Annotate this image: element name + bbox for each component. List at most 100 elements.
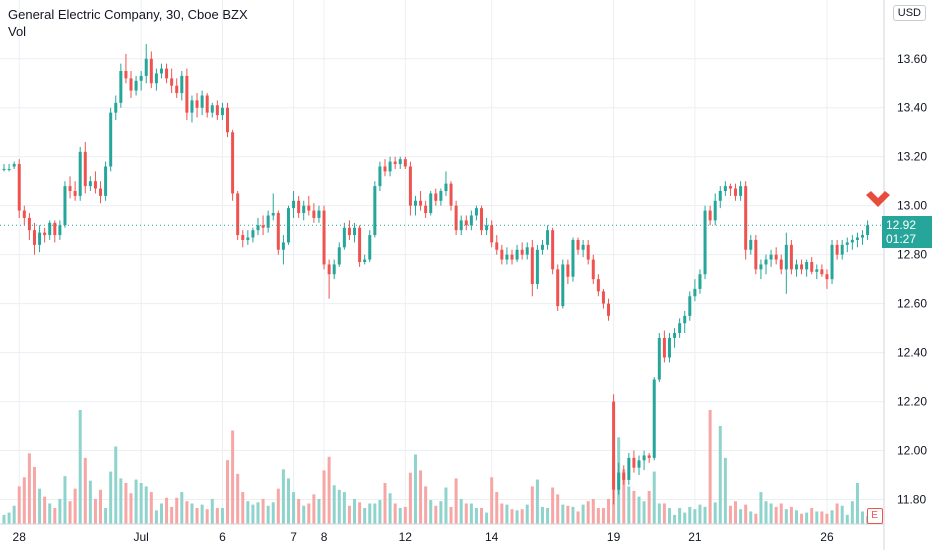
- candle: [43, 227, 47, 243]
- volume-bar: [408, 472, 412, 524]
- candle: [617, 462, 621, 495]
- candle: [581, 239, 585, 258]
- volume-bar: [170, 506, 174, 524]
- volume-bar: [358, 502, 362, 524]
- volume-bar: [93, 498, 97, 524]
- volume-bar: [464, 503, 468, 524]
- volume-bar: [7, 512, 11, 524]
- candle: [820, 264, 824, 277]
- candle: [281, 235, 285, 265]
- x-tick-label: 26: [820, 530, 834, 544]
- volume-bar: [337, 489, 341, 524]
- y-tick-label: 13.40: [897, 101, 927, 115]
- volume-bar: [835, 503, 839, 524]
- volume-bar: [734, 501, 738, 524]
- volume-bar: [327, 456, 331, 524]
- candle: [398, 156, 402, 169]
- candle: [251, 227, 255, 243]
- volume-bar: [830, 510, 834, 524]
- volume-bar: [596, 508, 600, 524]
- volume-bar: [683, 512, 687, 524]
- candle: [525, 242, 529, 260]
- candle: [256, 217, 260, 236]
- volume-bar: [779, 503, 783, 524]
- volume-bar: [495, 492, 499, 524]
- candle: [226, 102, 230, 138]
- volume-bar: [546, 508, 550, 524]
- volume-bar: [165, 497, 169, 524]
- x-tick-label: 21: [688, 530, 702, 544]
- candle: [93, 171, 97, 194]
- volume-bar: [368, 503, 372, 524]
- candle: [459, 215, 463, 236]
- candle: [480, 205, 484, 236]
- x-tick-label: 8: [321, 530, 328, 544]
- candle: [810, 257, 814, 275]
- candle: [627, 452, 631, 485]
- currency-selector[interactable]: USD: [892, 5, 926, 21]
- volume-bar: [861, 511, 865, 524]
- candle: [261, 215, 265, 236]
- volume-bar: [114, 446, 118, 524]
- volume-bar: [693, 509, 697, 524]
- candle: [378, 161, 382, 191]
- volume-bar: [632, 490, 636, 524]
- volume-bar: [708, 410, 712, 524]
- volume-bar: [2, 514, 6, 524]
- volume-bar: [505, 504, 509, 524]
- earnings-marker[interactable]: E: [866, 508, 883, 524]
- volume-bar: [439, 501, 443, 524]
- candle: [520, 242, 524, 260]
- candle: [53, 220, 57, 243]
- candle: [642, 450, 646, 471]
- candle: [861, 230, 865, 245]
- volume-bar: [581, 504, 585, 524]
- candle: [302, 200, 306, 221]
- volume-bar: [789, 506, 793, 524]
- candle: [210, 102, 214, 118]
- volume-bar: [485, 512, 489, 524]
- y-tick-label: 12.40: [897, 346, 927, 360]
- volume-bar: [474, 508, 478, 524]
- candle: [129, 71, 133, 98]
- volume-bar: [302, 505, 306, 524]
- candle: [612, 394, 616, 505]
- candle: [866, 220, 870, 240]
- candle: [7, 164, 11, 172]
- candle: [134, 75, 138, 96]
- candle: [449, 181, 453, 211]
- candle: [835, 239, 839, 260]
- volume-bar: [805, 512, 809, 524]
- candle: [779, 254, 783, 275]
- volume-bar: [667, 508, 671, 524]
- candle: [358, 225, 362, 267]
- volume-label: Vol: [8, 24, 27, 39]
- candle: [728, 183, 732, 196]
- last-price-value: 12.92: [886, 218, 917, 233]
- candle: [744, 181, 748, 260]
- volume-bar: [256, 502, 260, 524]
- candle: [749, 235, 753, 255]
- volume-bar: [312, 494, 316, 524]
- candle: [114, 95, 118, 120]
- candle: [647, 452, 651, 463]
- volume-bar: [139, 482, 143, 524]
- candle: [149, 51, 153, 89]
- volume-bar: [551, 487, 555, 524]
- volume-bar: [647, 490, 651, 524]
- price-candles: [2, 44, 870, 505]
- volume-bar: [469, 503, 473, 524]
- last-price-label: 12.92 01:27: [882, 216, 932, 249]
- candle: [454, 200, 458, 236]
- candle: [830, 239, 834, 285]
- candle: [774, 247, 778, 265]
- candle: [373, 181, 377, 238]
- candle: [68, 176, 72, 199]
- candle: [561, 259, 565, 309]
- candle: [607, 298, 611, 321]
- candle: [159, 63, 163, 79]
- y-tick-label: 13.60: [897, 52, 927, 66]
- volume-bar: [119, 478, 123, 524]
- volume-bar: [419, 470, 423, 524]
